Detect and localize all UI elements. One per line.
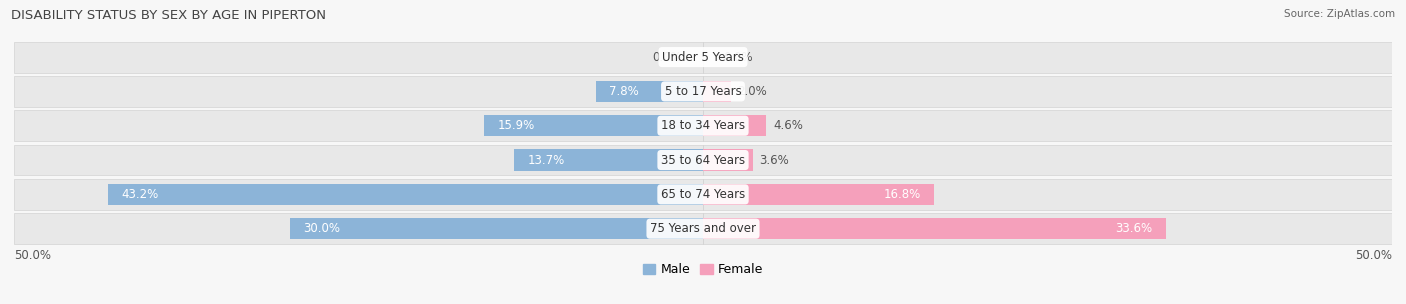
- Bar: [703, 42, 1392, 73]
- Bar: [703, 179, 1392, 210]
- Bar: [703, 218, 1166, 239]
- Text: DISABILITY STATUS BY SEX BY AGE IN PIPERTON: DISABILITY STATUS BY SEX BY AGE IN PIPER…: [11, 9, 326, 22]
- Text: 16.8%: 16.8%: [883, 188, 921, 201]
- Bar: [14, 110, 703, 141]
- Text: 30.0%: 30.0%: [304, 222, 340, 235]
- Text: Under 5 Years: Under 5 Years: [662, 50, 744, 64]
- Bar: [703, 110, 1392, 141]
- Text: 35 to 64 Years: 35 to 64 Years: [661, 154, 745, 167]
- Text: 13.7%: 13.7%: [529, 154, 565, 167]
- Bar: [108, 184, 703, 205]
- Bar: [703, 213, 1392, 244]
- Bar: [703, 115, 766, 136]
- Text: 75 Years and over: 75 Years and over: [650, 222, 756, 235]
- Text: 5 to 17 Years: 5 to 17 Years: [665, 85, 741, 98]
- Text: 43.2%: 43.2%: [121, 188, 159, 201]
- Bar: [484, 115, 703, 136]
- Bar: [14, 213, 703, 244]
- Bar: [596, 81, 703, 102]
- Bar: [14, 42, 703, 73]
- Bar: [14, 179, 703, 210]
- Text: 2.0%: 2.0%: [738, 85, 768, 98]
- Text: 3.6%: 3.6%: [759, 154, 789, 167]
- Bar: [703, 184, 935, 205]
- Text: 7.8%: 7.8%: [609, 85, 640, 98]
- Bar: [703, 149, 752, 171]
- Bar: [703, 81, 731, 102]
- Text: 65 to 74 Years: 65 to 74 Years: [661, 188, 745, 201]
- Text: 0.0%: 0.0%: [652, 50, 682, 64]
- Text: 50.0%: 50.0%: [1355, 249, 1392, 262]
- Bar: [14, 145, 703, 175]
- Legend: Male, Female: Male, Female: [638, 258, 768, 281]
- Text: 18 to 34 Years: 18 to 34 Years: [661, 119, 745, 132]
- Text: 15.9%: 15.9%: [498, 119, 534, 132]
- Bar: [703, 76, 1392, 107]
- Bar: [703, 145, 1392, 175]
- Text: 50.0%: 50.0%: [14, 249, 51, 262]
- Text: Source: ZipAtlas.com: Source: ZipAtlas.com: [1284, 9, 1395, 19]
- Bar: [14, 76, 703, 107]
- Text: 4.6%: 4.6%: [773, 119, 803, 132]
- Text: 0.0%: 0.0%: [724, 50, 754, 64]
- Text: 33.6%: 33.6%: [1115, 222, 1152, 235]
- Bar: [290, 218, 703, 239]
- Bar: [515, 149, 703, 171]
